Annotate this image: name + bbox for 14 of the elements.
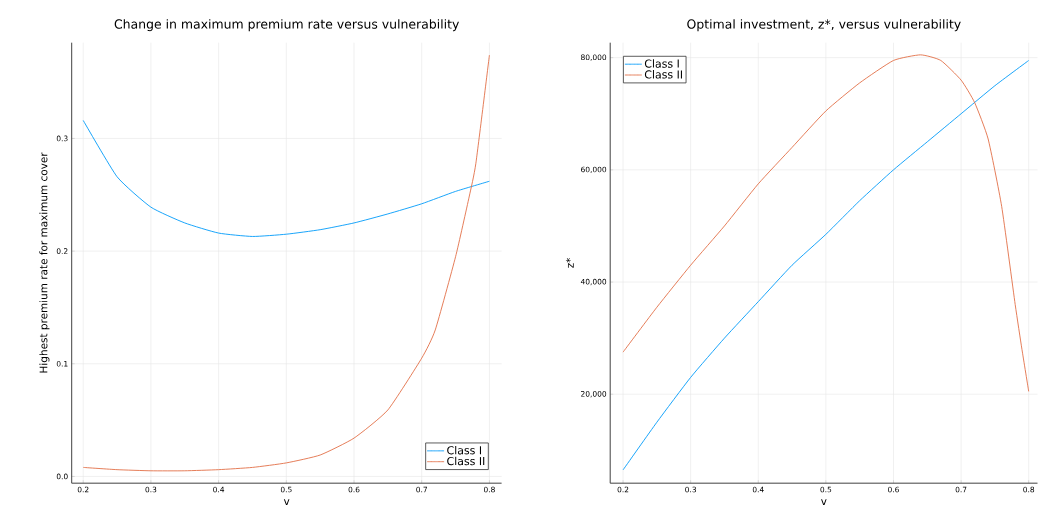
- chart-title: Optimal investment, z*, versus vulnerability: [687, 19, 961, 32]
- x-axis-title: v: [283, 499, 290, 505]
- y-axis-title: z*: [565, 257, 574, 268]
- line-series: [622, 60, 1030, 471]
- legend-label: Class II: [644, 70, 682, 79]
- x-axis-title: v: [821, 499, 827, 505]
- y-axis-title: Highest premium rate for maximum cover: [39, 152, 50, 373]
- chart-title: Change in maximum premium rate versus vulnerability: [114, 19, 459, 32]
- legend-label: Class I: [644, 59, 679, 68]
- line-series: [82, 54, 490, 472]
- line-series: [622, 54, 1030, 392]
- legend-label: Class II: [447, 456, 485, 466]
- line-series: [82, 120, 490, 237]
- legend-label: Class I: [447, 446, 482, 455]
